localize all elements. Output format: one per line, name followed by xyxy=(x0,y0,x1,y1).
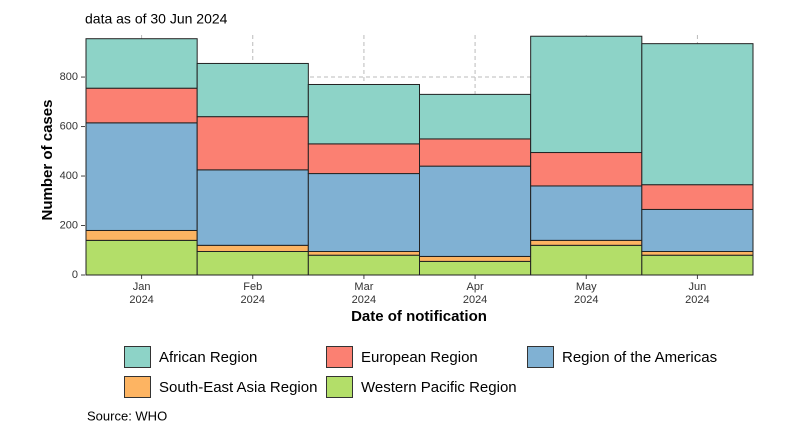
bar-segment xyxy=(530,185,643,241)
legend-item: Region of the Americas xyxy=(527,346,717,368)
bar-segment xyxy=(530,244,643,276)
bar-segment xyxy=(419,255,532,262)
x-tick-label: May 2024 xyxy=(574,281,599,306)
legend-label: European Region xyxy=(361,348,478,366)
bar-segment xyxy=(419,165,532,257)
bar-segment xyxy=(85,87,198,124)
bar-segment xyxy=(196,244,309,252)
bar-segment xyxy=(530,35,643,154)
bar-segment xyxy=(419,260,532,276)
legend-item: European Region xyxy=(326,346,478,368)
legend-item: Western Pacific Region xyxy=(326,376,517,398)
y-tick-label: 200 xyxy=(60,219,78,231)
legend-swatch xyxy=(326,376,353,398)
bar-segment xyxy=(641,254,754,276)
legend-swatch xyxy=(527,346,554,368)
y-tick-label: 0 xyxy=(72,269,78,281)
bar-segment xyxy=(641,250,754,256)
y-axis-title: Number of cases xyxy=(39,100,56,221)
legend-label: Western Pacific Region xyxy=(361,378,517,396)
y-tick-label: 600 xyxy=(60,120,78,132)
legend-item: South-East Asia Region xyxy=(124,376,317,398)
bar-segment xyxy=(641,184,754,210)
bar-segment xyxy=(307,173,421,252)
bar-segment xyxy=(307,254,421,276)
y-tick-label: 800 xyxy=(60,71,78,83)
bar-segment xyxy=(530,152,643,187)
source: Source: WHO xyxy=(87,408,167,423)
bar-segment xyxy=(307,83,421,145)
x-tick-label: Jan 2024 xyxy=(129,281,154,306)
legend-label: South-East Asia Region xyxy=(159,378,318,396)
bar-segment xyxy=(85,229,198,241)
bar-segment xyxy=(196,169,309,246)
bar-segment xyxy=(85,122,198,231)
x-tick-label: Mar 2024 xyxy=(351,281,377,306)
bar-segment xyxy=(196,116,309,171)
legend-swatch xyxy=(124,376,151,398)
y-tick-label: 400 xyxy=(60,170,78,182)
bar-segment xyxy=(419,138,532,167)
legend-swatch xyxy=(326,346,353,368)
bar-segment xyxy=(641,208,754,252)
bar-segment xyxy=(641,43,754,186)
x-tick-label: Apr 2024 xyxy=(462,281,488,306)
legend-label: Region of the Americas xyxy=(562,348,718,366)
bar-segment xyxy=(530,239,643,246)
bar-segment xyxy=(85,38,198,89)
bar-segment xyxy=(196,250,309,276)
legend-swatch xyxy=(124,346,151,368)
legend-item: African Region xyxy=(124,346,257,368)
bar-segment xyxy=(85,239,198,276)
chart-title: data as of 30 Jun 2024 xyxy=(85,11,228,27)
x-tick-label: Jun 2024 xyxy=(685,281,710,306)
legend-label: African Region xyxy=(159,348,258,366)
x-tick-label: Feb 2024 xyxy=(240,281,265,306)
bar-segment xyxy=(307,143,421,175)
x-axis-title: Date of notification xyxy=(351,308,487,325)
bar-segment xyxy=(196,62,309,118)
bar-segment xyxy=(307,250,421,256)
bar-segment xyxy=(419,93,532,140)
